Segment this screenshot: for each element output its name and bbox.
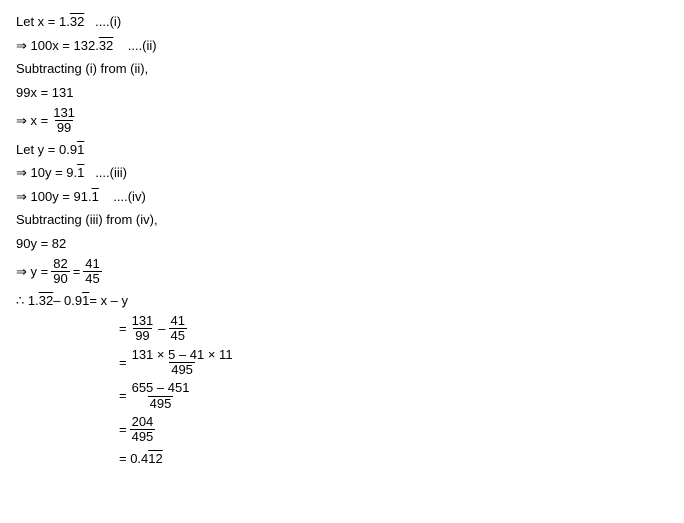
denominator: 45 — [169, 328, 187, 343]
text: ⇒ y = — [16, 262, 48, 282]
overline-1: 1 — [77, 140, 84, 160]
line-15: = 655 – 451 495 — [16, 381, 668, 411]
numerator: 41 — [169, 314, 187, 328]
text: 90y = 82 — [16, 234, 66, 254]
line-16: = 204 495 — [16, 415, 668, 445]
text: ....(iv) — [99, 187, 146, 207]
text: = — [119, 319, 127, 339]
text: 99x = 131 — [16, 83, 73, 103]
text: ∴ 1. — [16, 291, 39, 311]
overline-1: 1 — [77, 163, 84, 183]
text: = x – y — [89, 291, 128, 311]
numerator: 131 — [130, 314, 156, 328]
denominator: 90 — [51, 271, 69, 286]
text: Let x = 1. — [16, 12, 70, 32]
fraction: 131 99 — [51, 106, 77, 136]
text: = 0.4 — [119, 449, 148, 469]
line-7: ⇒ 10y = 9.1 ....(iii) — [16, 163, 668, 183]
fraction: 655 – 451 495 — [130, 381, 192, 411]
denominator: 99 — [133, 328, 151, 343]
line-1: Let x = 1.32 ....(i) — [16, 12, 668, 32]
denominator: 495 — [169, 362, 195, 377]
denominator: 45 — [83, 271, 101, 286]
overline-32: 32 — [99, 36, 113, 56]
overline-32: 32 — [70, 12, 84, 32]
denominator: 495 — [148, 396, 174, 411]
line-11: ⇒ y = 82 90 = 41 45 — [16, 257, 668, 287]
text: = — [119, 353, 127, 373]
line-2: ⇒ 100x = 132.32 ....(ii) — [16, 36, 668, 56]
text: ....(ii) — [113, 36, 156, 56]
text: Let y = 0.9 — [16, 140, 77, 160]
numerator: 131 — [51, 106, 77, 120]
numerator: 131 × 5 – 41 × 11 — [130, 348, 235, 362]
fraction: 41 45 — [83, 257, 101, 287]
overline-12: 12 — [148, 449, 162, 469]
numerator: 82 — [51, 257, 69, 271]
line-17: = 0.412 — [16, 449, 668, 469]
text: Subtracting (i) from (ii), — [16, 59, 148, 79]
line-12: ∴ 1.32 – 0.91 = x – y — [16, 291, 668, 311]
text: ⇒ 100x = 132. — [16, 36, 99, 56]
overline-1: 1 — [82, 291, 89, 311]
text: ....(i) — [84, 12, 121, 32]
text: = — [119, 420, 127, 440]
line-5: ⇒ x = 131 99 — [16, 106, 668, 136]
text: ⇒ 10y = 9. — [16, 163, 77, 183]
fraction: 131 × 5 – 41 × 11 495 — [130, 348, 235, 378]
line-3: Subtracting (i) from (ii), — [16, 59, 668, 79]
text: ⇒ x = — [16, 111, 48, 131]
denominator: 99 — [55, 120, 73, 135]
line-8: ⇒ 100y = 91.1 ....(iv) — [16, 187, 668, 207]
overline-1: 1 — [92, 187, 99, 207]
line-14: = 131 × 5 – 41 × 11 495 — [16, 348, 668, 378]
text: – 0.9 — [53, 291, 82, 311]
line-4: 99x = 131 — [16, 83, 668, 103]
fraction: 82 90 — [51, 257, 69, 287]
text: ⇒ 100y = 91. — [16, 187, 92, 207]
fraction: 41 45 — [169, 314, 187, 344]
numerator: 41 — [83, 257, 101, 271]
line-6: Let y = 0.91 — [16, 140, 668, 160]
numerator: 204 — [130, 415, 156, 429]
text: – — [158, 319, 165, 339]
text: = — [119, 386, 127, 406]
fraction: 204 495 — [130, 415, 156, 445]
text: ....(iii) — [84, 163, 127, 183]
denominator: 495 — [130, 429, 156, 444]
line-10: 90y = 82 — [16, 234, 668, 254]
text: = — [73, 262, 81, 282]
overline-32: 32 — [39, 291, 53, 311]
line-13: = 131 99 – 41 45 — [16, 314, 668, 344]
text: Subtracting (iii) from (iv), — [16, 210, 158, 230]
line-9: Subtracting (iii) from (iv), — [16, 210, 668, 230]
numerator: 655 – 451 — [130, 381, 192, 395]
fraction: 131 99 — [130, 314, 156, 344]
